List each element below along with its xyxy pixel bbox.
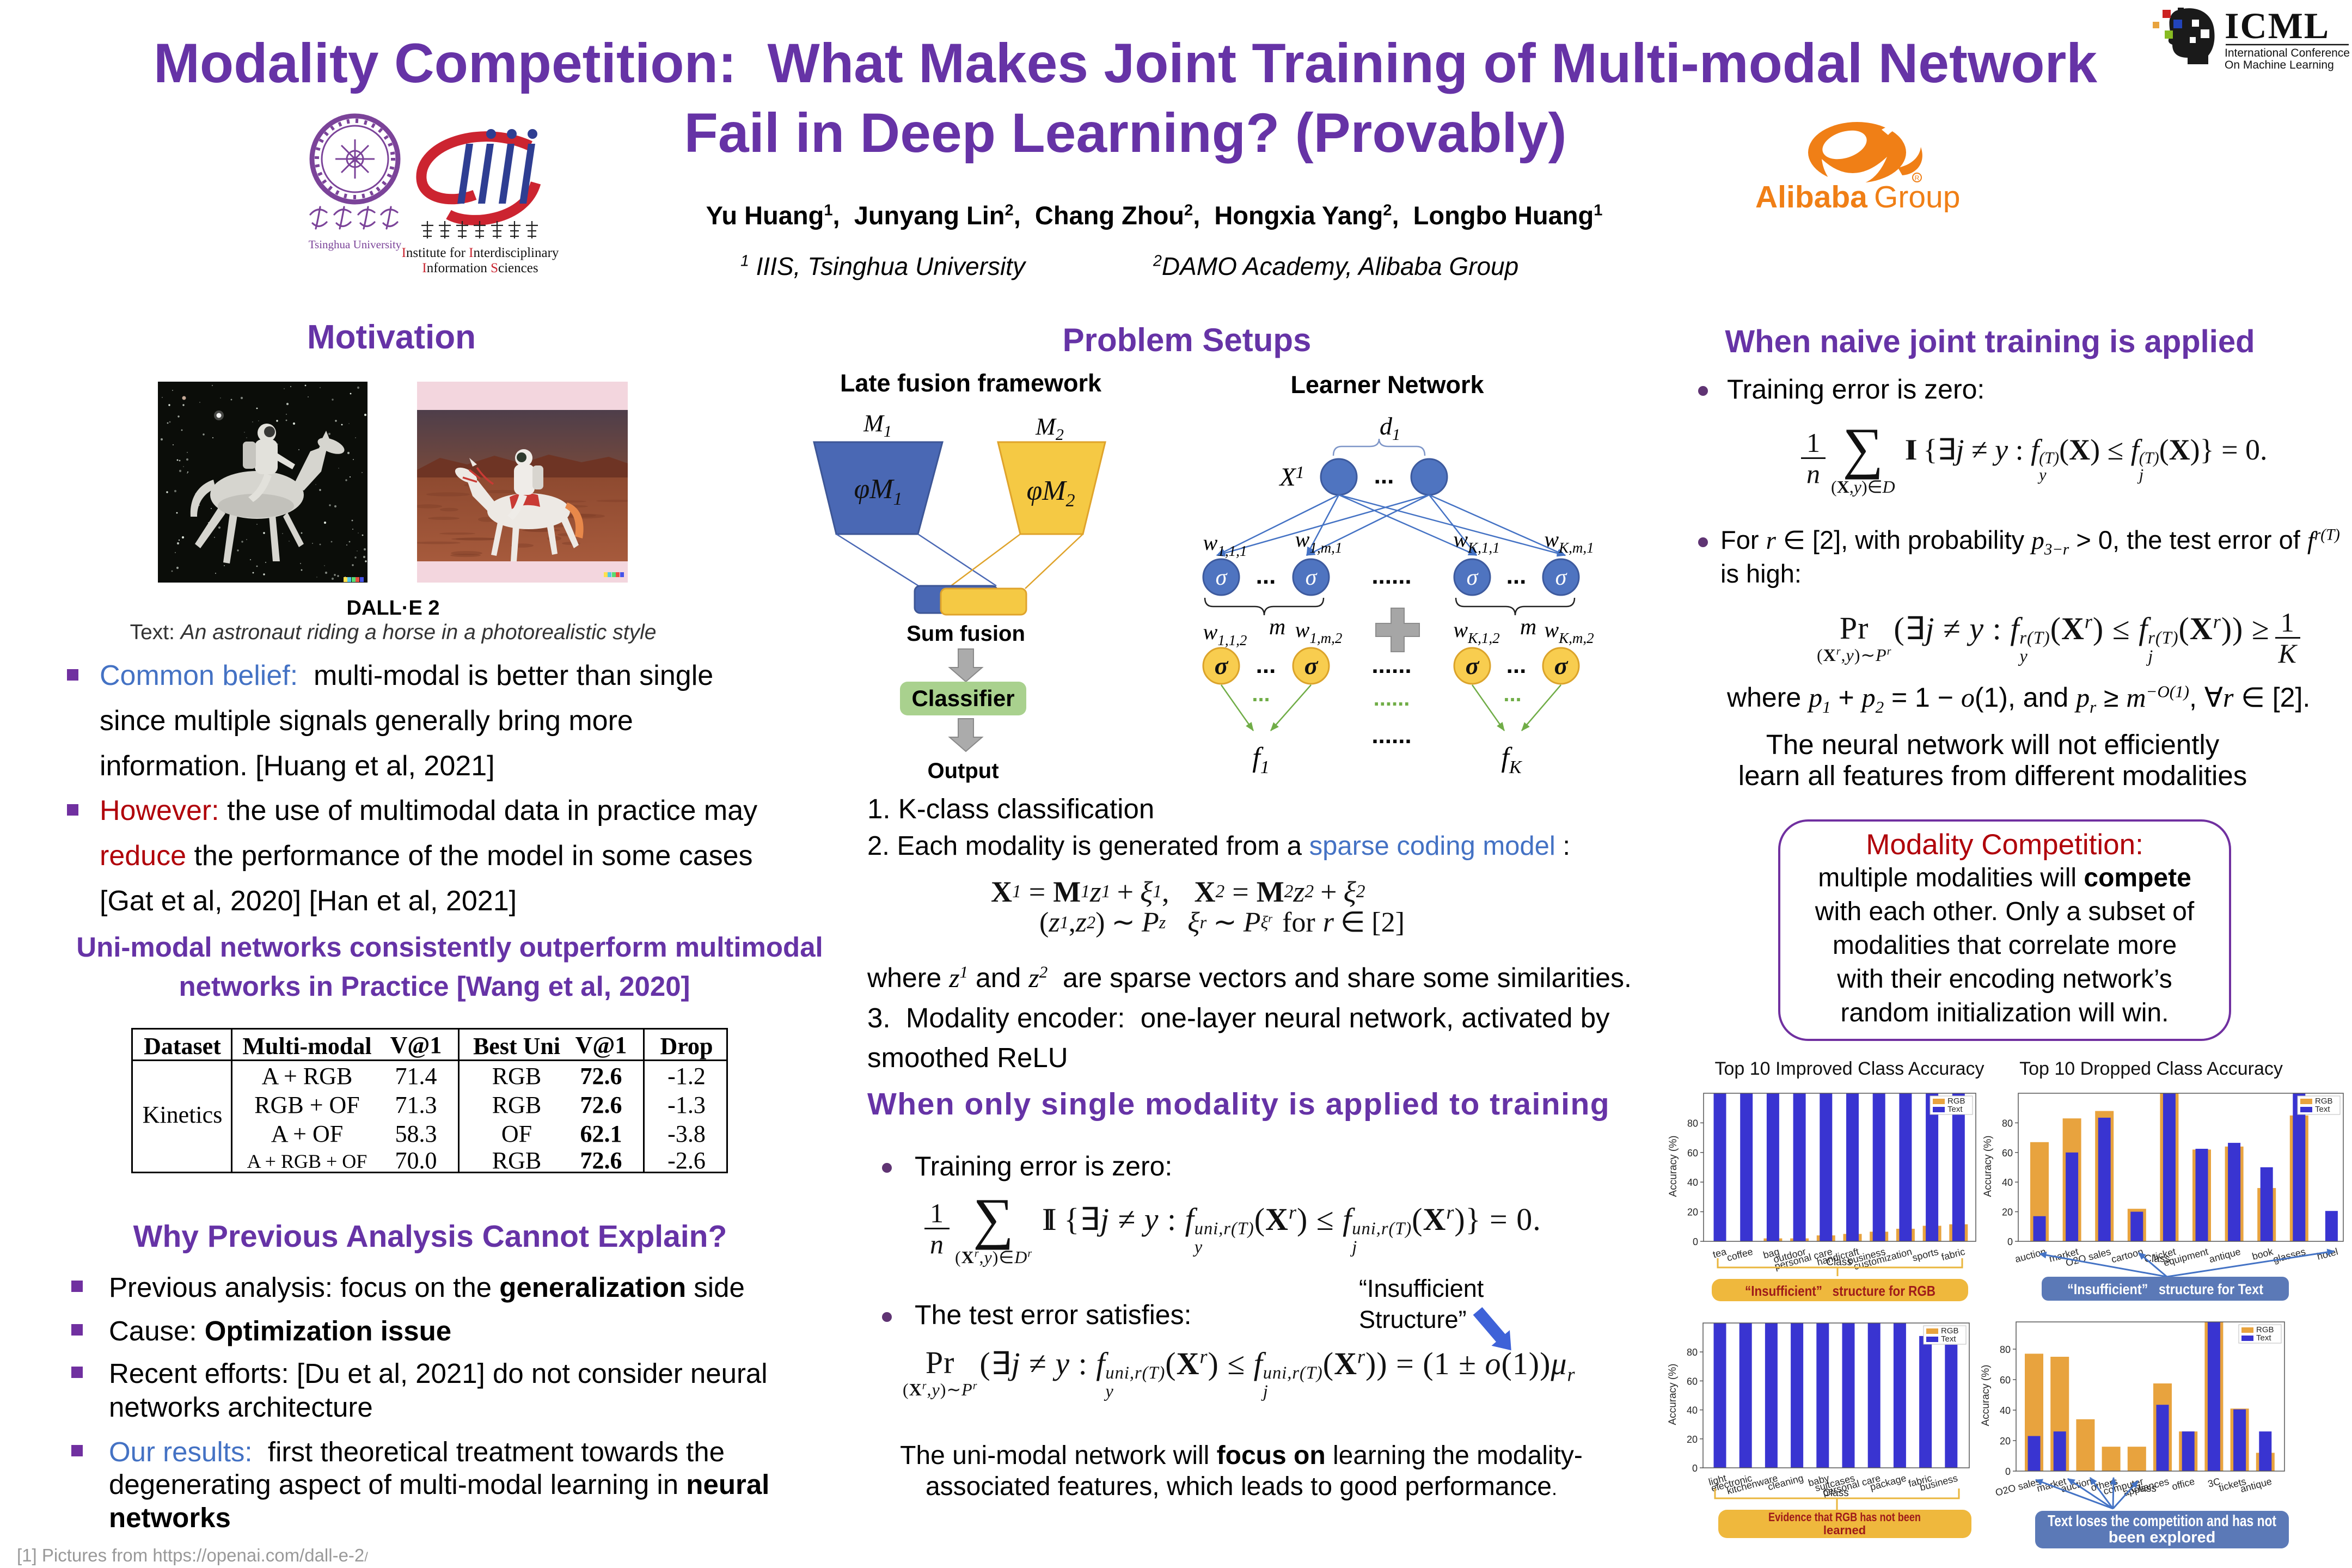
svg-text:w1,1,2: w1,1,2 bbox=[1203, 620, 1247, 648]
svg-text:Accuracy (%): Accuracy (%) bbox=[1980, 1365, 1992, 1426]
svg-text:M2: M2 bbox=[1035, 413, 1064, 444]
svg-text:0: 0 bbox=[1693, 1236, 1698, 1247]
svg-text:......: ...... bbox=[1371, 652, 1411, 678]
svg-text:80: 80 bbox=[1687, 1118, 1698, 1129]
svg-text:Evidence that RGB has not been: Evidence that RGB has not been bbox=[1768, 1510, 1921, 1524]
svg-text:Group: Group bbox=[1874, 180, 1959, 212]
svg-text:learned: learned bbox=[1823, 1523, 1866, 1537]
svg-text:Class: Class bbox=[1826, 1257, 1852, 1268]
svg-text:cartoon: cartoon bbox=[2110, 1246, 2145, 1265]
svg-text:...: ... bbox=[1256, 562, 1276, 589]
svg-text:w1,m,2: w1,m,2 bbox=[1295, 617, 1343, 646]
svg-text:0: 0 bbox=[2005, 1466, 2011, 1477]
svg-text:sports: sports bbox=[1911, 1246, 1940, 1264]
svg-text:40: 40 bbox=[2002, 1177, 2013, 1188]
svg-text:“Insufficient” structure for: “Insufficient” structure for Text bbox=[2067, 1281, 2263, 1297]
svg-text:m: m bbox=[1269, 615, 1285, 640]
svg-text:O2O sales: O2O sales bbox=[1994, 1476, 2042, 1498]
svg-text:R: R bbox=[1915, 174, 1920, 182]
svg-text:...: ... bbox=[1374, 462, 1394, 489]
svg-text:60: 60 bbox=[2002, 1148, 2013, 1159]
svg-text:been explored: been explored bbox=[2109, 1529, 2216, 1546]
svg-text:σ: σ bbox=[1306, 565, 1318, 590]
svg-text:Institute for Interdisciplinar: Institute for Interdisciplinary bbox=[402, 246, 559, 260]
svg-text:Text loses the competition and: Text loses the competition and has not bbox=[2048, 1512, 2276, 1530]
svg-text:International Conference: International Conference bbox=[2225, 47, 2350, 59]
svg-text:RGB: RGB bbox=[1941, 1326, 1959, 1336]
svg-text:60: 60 bbox=[2000, 1375, 2011, 1386]
svg-text:ICML: ICML bbox=[2225, 5, 2330, 46]
svg-text:“Insufficient” structure for: “Insufficient” structure for RGB bbox=[1745, 1283, 1935, 1299]
svg-text:...: ... bbox=[1503, 682, 1521, 706]
svg-text:20: 20 bbox=[2002, 1207, 2013, 1218]
svg-text:0: 0 bbox=[2007, 1236, 2013, 1247]
svg-text:σ: σ bbox=[1554, 652, 1569, 679]
svg-text:σ: σ bbox=[1304, 652, 1319, 679]
svg-text:RGB: RGB bbox=[2256, 1325, 2274, 1334]
svg-text:antique: antique bbox=[2208, 1246, 2241, 1265]
svg-text:...: ... bbox=[1506, 562, 1527, 589]
svg-text:σ: σ bbox=[1215, 652, 1229, 679]
svg-text:Text: Text bbox=[2256, 1333, 2271, 1343]
svg-text:w1,1,1: w1,1,1 bbox=[1203, 530, 1247, 559]
svg-text:...: ... bbox=[1506, 652, 1527, 678]
svg-text:RGB: RGB bbox=[1947, 1097, 1965, 1106]
svg-text:auction: auction bbox=[2014, 1246, 2047, 1265]
svg-text:80: 80 bbox=[2000, 1344, 2011, 1355]
svg-text:office: office bbox=[2171, 1476, 2196, 1492]
svg-text:d1: d1 bbox=[1380, 412, 1400, 444]
svg-text:20: 20 bbox=[2000, 1436, 2011, 1447]
svg-text:Class: Class bbox=[1823, 1487, 1849, 1499]
svg-text:fK: fK bbox=[1501, 742, 1522, 777]
svg-text:M1: M1 bbox=[863, 410, 892, 440]
svg-text:60: 60 bbox=[1687, 1376, 1698, 1387]
svg-text:Text: Text bbox=[2315, 1105, 2330, 1114]
svg-text:σ: σ bbox=[1466, 652, 1480, 679]
svg-text:Text: Text bbox=[1947, 1105, 1963, 1114]
svg-text:RGB: RGB bbox=[2315, 1097, 2333, 1106]
svg-text:0: 0 bbox=[1692, 1463, 1698, 1474]
svg-text:σ: σ bbox=[1555, 565, 1568, 590]
svg-text:80: 80 bbox=[1687, 1347, 1698, 1358]
svg-text:Information Sciences: Information Sciences bbox=[422, 261, 538, 275]
svg-text:60: 60 bbox=[1687, 1148, 1698, 1159]
svg-text:m: m bbox=[1520, 615, 1536, 640]
svg-text:σ: σ bbox=[1467, 565, 1479, 590]
svg-text:......: ...... bbox=[1371, 722, 1411, 749]
svg-text:40: 40 bbox=[1687, 1177, 1698, 1188]
svg-text:σ: σ bbox=[1216, 565, 1228, 590]
svg-text:book: book bbox=[2251, 1246, 2275, 1262]
svg-text:Class: Class bbox=[2144, 1253, 2170, 1265]
svg-text:20: 20 bbox=[1687, 1207, 1698, 1218]
svg-text:On Machine Learning: On Machine Learning bbox=[2225, 59, 2334, 71]
svg-text:Tsinghua University: Tsinghua University bbox=[309, 238, 402, 251]
svg-text:......: ...... bbox=[1374, 687, 1410, 710]
svg-text:wK,m,2: wK,m,2 bbox=[1544, 617, 1594, 646]
svg-text:20: 20 bbox=[1687, 1434, 1698, 1445]
svg-text:Accuracy (%): Accuracy (%) bbox=[1667, 1364, 1679, 1425]
svg-text:Output: Output bbox=[927, 759, 999, 783]
svg-text:Classifier: Classifier bbox=[911, 685, 1014, 711]
svg-text:wK,1,2: wK,1,2 bbox=[1453, 617, 1499, 646]
svg-text:Accuracy (%): Accuracy (%) bbox=[1668, 1136, 1679, 1197]
svg-text:f1: f1 bbox=[1252, 742, 1269, 777]
svg-text:Sum fusion: Sum fusion bbox=[906, 622, 1025, 646]
svg-text:40: 40 bbox=[2000, 1405, 2011, 1416]
svg-text:......: ...... bbox=[1371, 562, 1411, 589]
svg-text:X1: X1 bbox=[1278, 462, 1304, 492]
svg-text:coffee: coffee bbox=[1726, 1246, 1754, 1264]
svg-text:Alibaba: Alibaba bbox=[1755, 180, 1868, 212]
svg-text:Text: Text bbox=[1941, 1334, 1956, 1344]
svg-text:40: 40 bbox=[1687, 1405, 1698, 1416]
svg-text:80: 80 bbox=[2002, 1118, 2013, 1129]
svg-text:...: ... bbox=[1252, 682, 1270, 706]
svg-text:Accuracy (%): Accuracy (%) bbox=[1982, 1136, 1994, 1197]
svg-text:φM1: φM1 bbox=[854, 474, 902, 509]
svg-text:...: ... bbox=[1256, 652, 1276, 678]
